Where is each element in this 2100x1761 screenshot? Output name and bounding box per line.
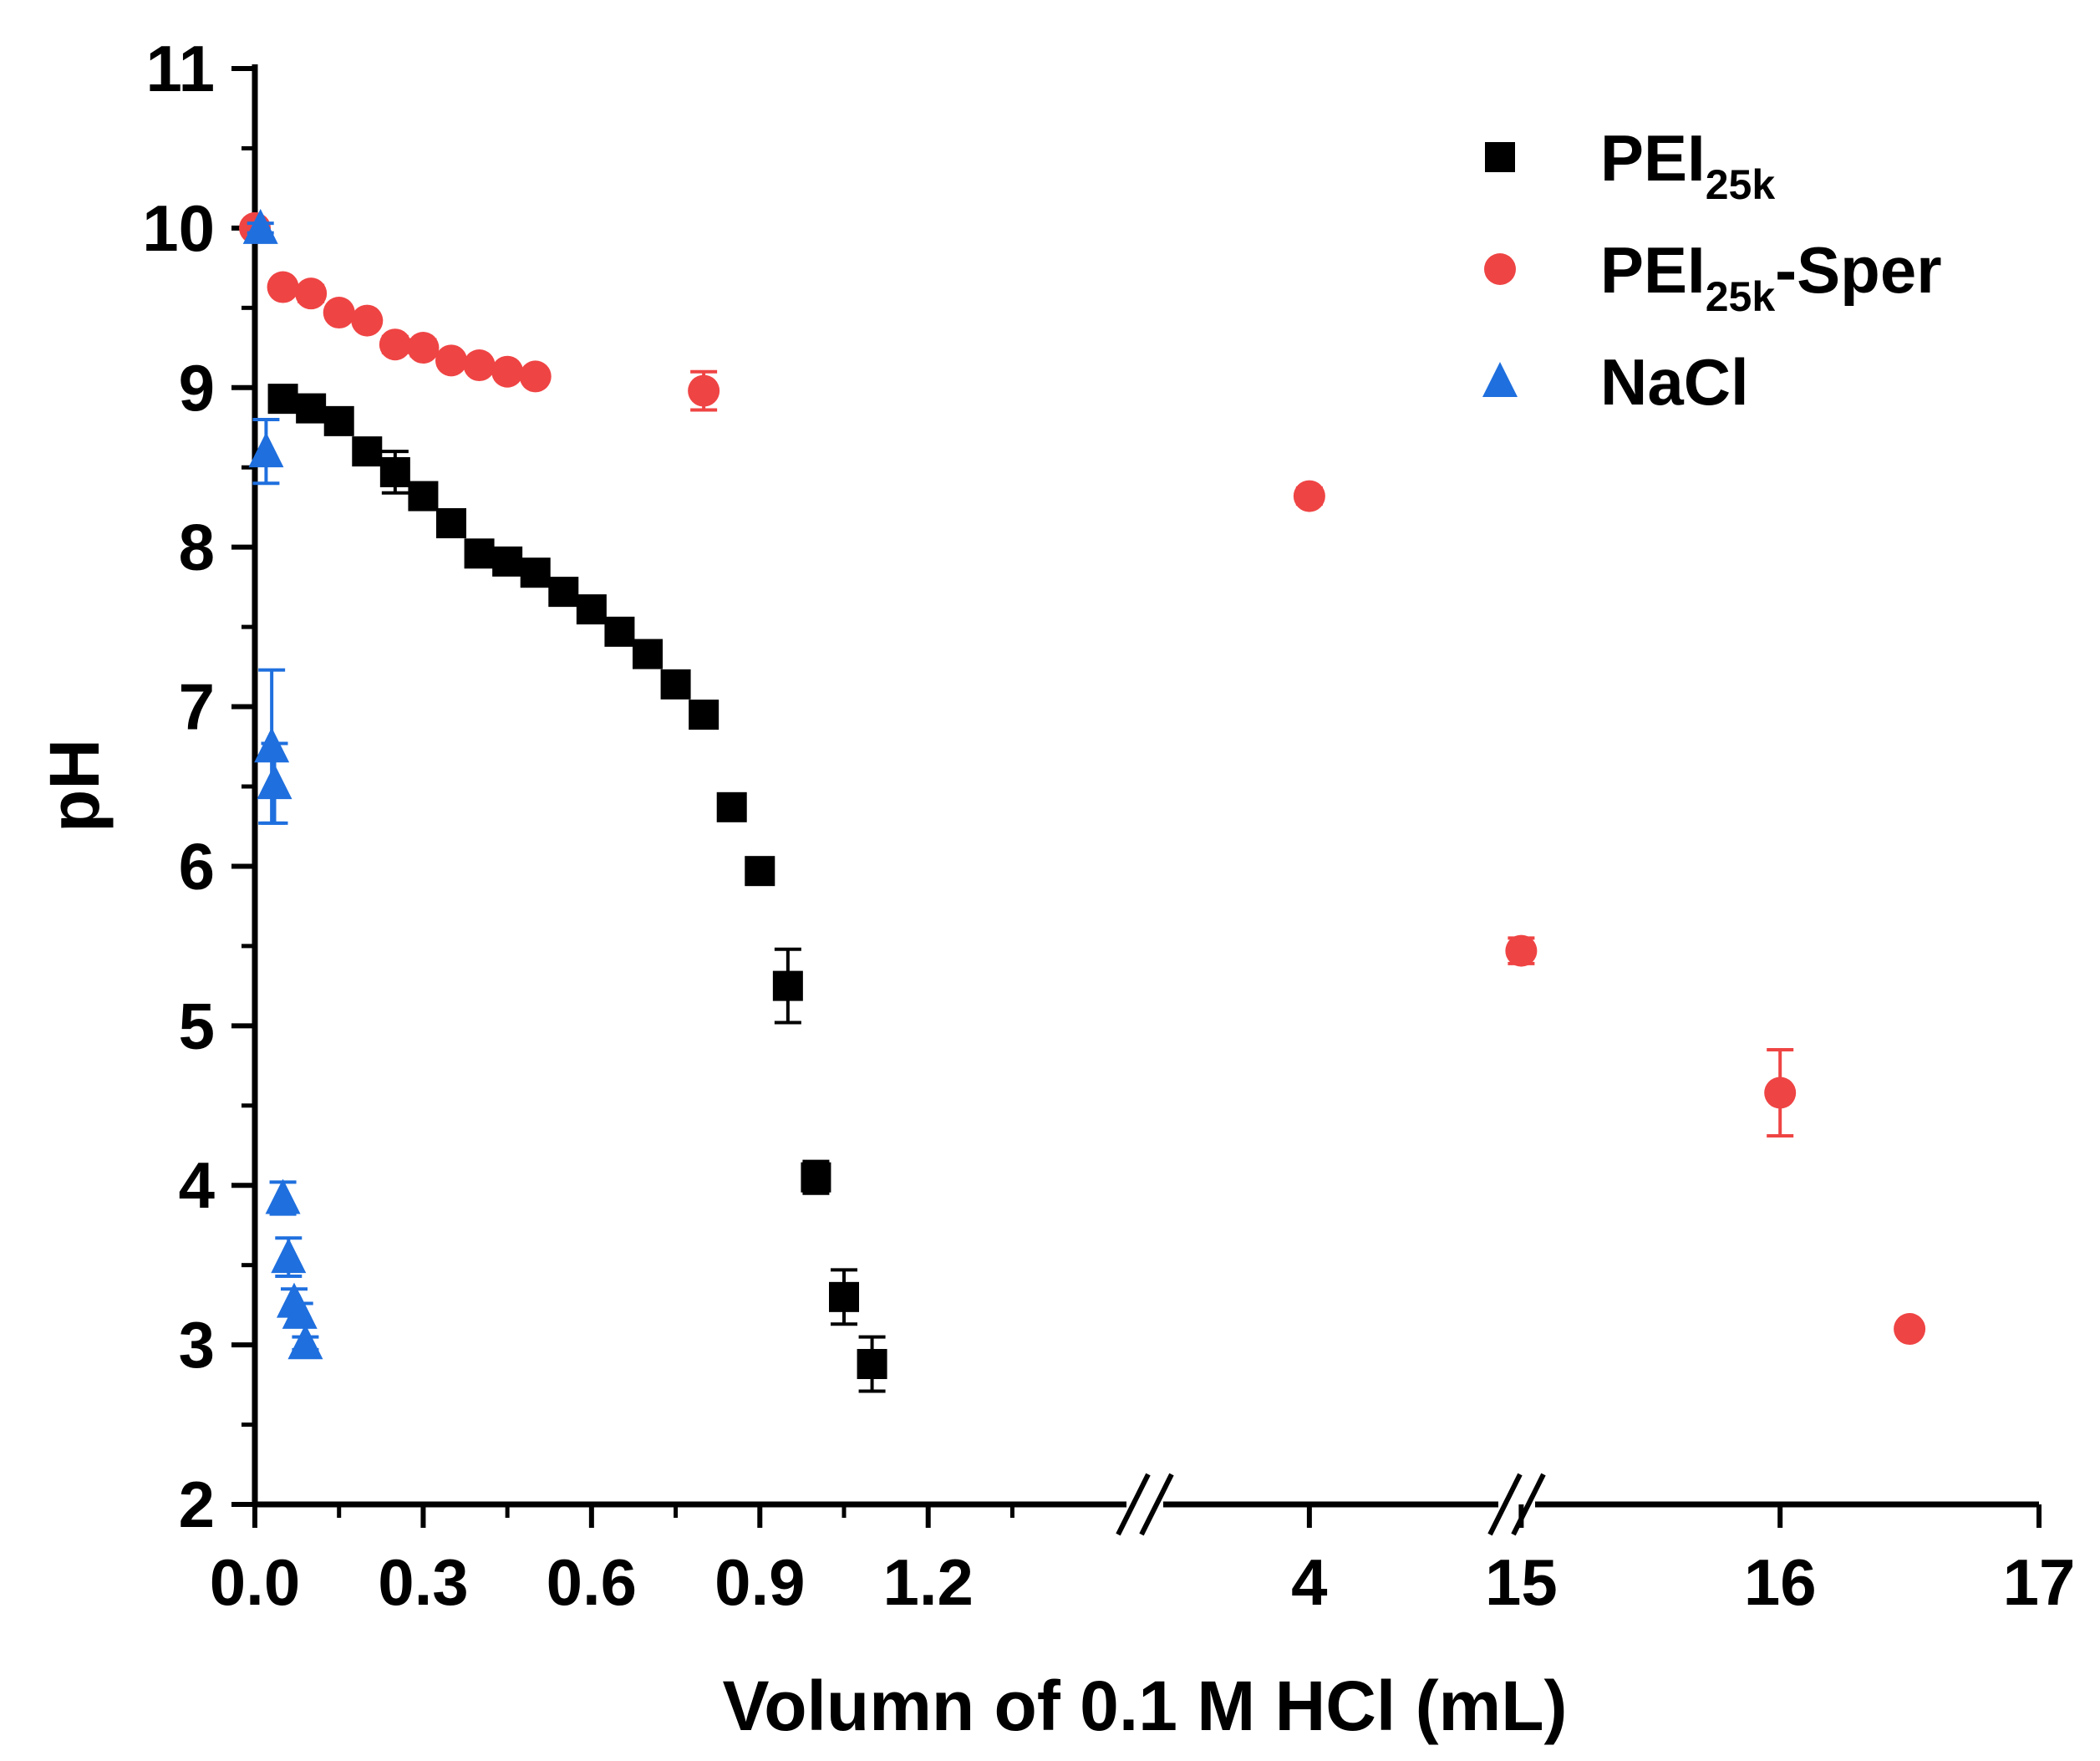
pei25k-point: [436, 508, 466, 539]
pei25k-point: [379, 456, 410, 487]
pei25k-point: [604, 616, 635, 647]
pei25k-point: [801, 1162, 831, 1193]
pei25k-point: [745, 856, 775, 887]
pei25k-sper-point: [1293, 480, 1325, 512]
pei25k-sper-point: [491, 355, 524, 388]
pei25k-sper-point: [351, 304, 384, 337]
pei25k-sper-point: [463, 349, 496, 382]
pei25k-point: [660, 669, 691, 700]
pei25k-point: [689, 700, 719, 730]
x-tick-label: 0.0: [210, 1545, 300, 1619]
pei25k-sper-point: [688, 374, 720, 407]
nacl-point: [248, 432, 284, 468]
y-tick-label: 9: [179, 351, 215, 425]
legend-marker-nacl: [1482, 362, 1518, 397]
pei25k-point: [520, 557, 551, 588]
y-tick-label: 2: [179, 1468, 215, 1541]
legend-label-subscript: 25k: [1706, 273, 1776, 320]
pei25k-sper-point: [267, 271, 299, 303]
pei25k-point: [352, 436, 383, 467]
pei25k-sper-point: [435, 344, 467, 377]
pei25k-point: [267, 384, 298, 415]
data-marks-layer: [239, 208, 1926, 1393]
pei25k-point: [323, 405, 354, 436]
pei25k-point: [772, 970, 803, 1001]
y-axis-title: pH: [35, 739, 114, 832]
legend-label-suffix: -Sper: [1775, 233, 1941, 307]
pei25k-point: [548, 577, 579, 608]
pei25k-point: [576, 594, 607, 625]
y-tick-label: 11: [146, 32, 215, 105]
x-tick-label: 0.9: [714, 1545, 805, 1619]
pei25k-point: [829, 1281, 859, 1312]
axis-break-mark: [1116, 1473, 1151, 1536]
legend-marker-pei25k-sper: [1484, 253, 1516, 285]
x-tick-label: 16: [1744, 1545, 1817, 1619]
axes-layer: 2 3 4 5 6 7 8 9 10 11 0.0 0.3 0.6 0.9 1.2 4 15 16 17: [142, 32, 2075, 1619]
x-tick-label: 1.2: [882, 1545, 973, 1619]
legend-label-nacl: NaCl: [1600, 345, 1749, 419]
y-tick-label: 10: [142, 191, 215, 265]
y-tick-label: 3: [179, 1308, 215, 1382]
pei25k-point: [492, 546, 523, 577]
pei25k-point: [716, 791, 747, 822]
pei25k-sper-point: [1505, 934, 1538, 967]
x-tick-label: 17: [2003, 1545, 2076, 1619]
y-tick-label: 4: [179, 1148, 215, 1222]
x-axis-title: Volumn of 0.1 M HCl (mL): [722, 1667, 1567, 1745]
x-tick-label: 4: [1291, 1545, 1327, 1619]
pei25k-point: [633, 639, 663, 669]
axis-break-mark: [1487, 1473, 1523, 1536]
nacl-point: [287, 1324, 323, 1360]
legend-label-subscript: 25k: [1706, 161, 1776, 208]
y-tick-label: 7: [179, 670, 215, 744]
nacl-point: [271, 1238, 307, 1274]
nacl-point: [257, 764, 292, 800]
pei25k-sper-point: [323, 297, 355, 329]
pei25k-point: [408, 481, 439, 512]
pei25k-sper-point: [379, 328, 411, 361]
nacl-point: [282, 1293, 318, 1329]
pei25k-point: [296, 393, 327, 424]
pei25k-sper-point: [519, 360, 552, 393]
pei25k-sper-point: [407, 332, 440, 364]
axis-break-mark: [1139, 1473, 1174, 1536]
nacl-point: [242, 208, 278, 244]
pei25k-point: [464, 538, 495, 569]
pei25k-point: [857, 1349, 887, 1380]
legend-label-pei25k-sper: PEI25k-Sper: [1600, 233, 1942, 320]
x-tick-label: 0.3: [378, 1545, 468, 1619]
legend-marker-pei25k: [1485, 142, 1515, 172]
legend-label-main: PEI: [1600, 121, 1706, 195]
y-tick-label: 6: [179, 829, 215, 903]
x-tick-label: 15: [1485, 1545, 1558, 1619]
pei25k-sper-point: [1894, 1313, 1926, 1346]
y-tick-label: 5: [179, 989, 215, 1062]
axis-break-mark: [1511, 1473, 1546, 1536]
legend-label-pei25k: PEI25k: [1600, 121, 1775, 208]
pei25k-sper-point: [295, 277, 328, 310]
y-tick-label: 8: [179, 511, 215, 584]
legend-label-main: PEI: [1600, 233, 1706, 307]
pei25k-sper-point: [1764, 1076, 1797, 1109]
nacl-point: [265, 1178, 301, 1214]
legend-label-main: NaCl: [1600, 345, 1749, 419]
x-tick-label: 0.6: [547, 1545, 637, 1619]
